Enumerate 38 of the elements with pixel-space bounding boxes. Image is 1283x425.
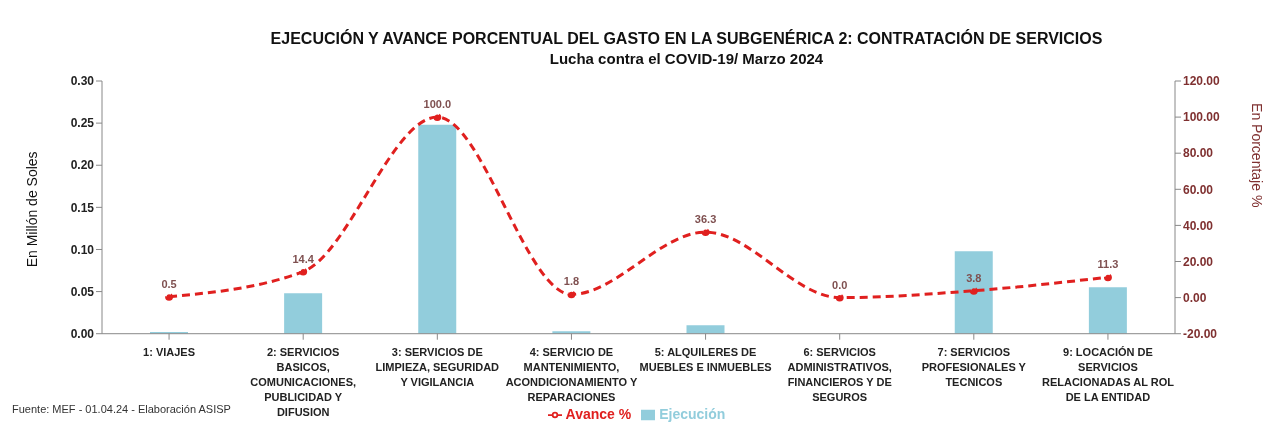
chart-subtitle: Lucha contra el COVID-19/ Marzo 2024 [548,50,825,67]
data-label: 100.0 [423,98,452,111]
y2-tick-label: 20.00 [1183,254,1214,269]
data-label: 3.8 [966,271,982,284]
data-label: 0.0 [832,278,848,291]
data-label: 11.3 [1097,258,1119,271]
x-tick-label: 9: LOCACIÓN DE SERVICIOS RELACIONADAS AL ROL DE LA ENTIDAD [1041,345,1175,403]
x-tick-label: 7: SERVICIOS PROFESIONALES Y TECNICOS [921,345,1027,388]
y2-axis-title: En Porcentaje % [1249,103,1266,208]
x-tick-label: 4: SERVICIO DE MANTENIMIENTO, ACONDICIONAMIENTO Y REPARACIONES [505,345,638,403]
legend-label: Avance % [565,405,632,422]
y2-tick-label: 60.00 [1183,182,1214,197]
y-axis-title: En Millón de Soles [23,151,40,268]
y-tick-label: 0.10 [70,242,95,257]
data-label: 1.8 [563,275,580,288]
legend-label: Ejecución [659,405,726,422]
x-tick-label: 3: SERVICIOS DE LIMPIEZA, SEGURIDAD Y VIGILANCIA [375,345,500,388]
data-label: 14.4 [292,252,315,265]
y-tick-label: 0.15 [70,200,95,215]
y-tick-label: 0.30 [70,74,95,89]
chart-title: EJECUCIÓN Y AVANCE PORCENTUAL DEL GASTO EN LA SUBGENÉRICA 2: CONTRATACIÓN DE SERVICIOS [269,28,1104,48]
x-tick-label: 5: ALQUILERES DE MUEBLES E INMUEBLES [639,345,772,373]
y2-tick-label: 40.00 [1183,218,1214,233]
y-tick-label: 0.05 [70,284,95,299]
y-tick-label: 0.25 [70,116,95,131]
x-tick-label: 1: VIAJES [143,345,196,358]
y-tick-label: 0.00 [70,326,95,341]
y-tick-label: 0.20 [70,158,95,173]
y2-tick-label: 120.00 [1183,74,1221,89]
data-label: 0.5 [161,277,177,290]
x-tick-label: 6: SERVICIOS ADMINISTRATIVOS, FINANCIEROS Y DE SEGUROS [787,345,892,403]
data-label: 36.3 [694,213,717,226]
y2-tick-label: 100.00 [1183,110,1221,125]
source-note: Fuente: MEF - 01.04.24 - Elaboración ASISP [12,403,231,415]
y2-tick-label: 80.00 [1183,146,1214,161]
x-tick-label: 2: SERVICIOS BASICOS, COMUNICACIONES, PUBLICIDAD Y DIFUSION [250,345,357,418]
y2-tick-label: -20.00 [1183,326,1218,341]
y2-tick-label: 0.00 [1183,290,1207,305]
